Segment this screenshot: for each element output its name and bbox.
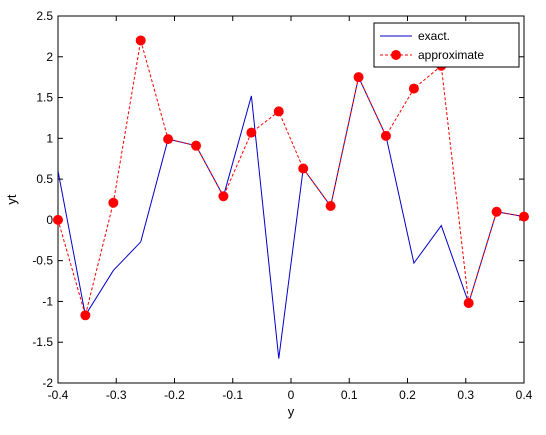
series-line-approximate: [58, 40, 524, 318]
data-point: [218, 191, 229, 202]
y-tick-label: 0: [46, 213, 53, 227]
data-point: [408, 83, 419, 94]
y-tick-label: 1: [46, 131, 53, 145]
data-point: [80, 310, 91, 321]
data-point: [163, 134, 174, 145]
y-axis-label: yt: [4, 194, 19, 205]
legend-marker: [391, 50, 401, 60]
legend-label: approximate: [418, 48, 484, 62]
x-tick-label: -0.1: [222, 388, 243, 402]
y-tick-label: -1: [42, 294, 53, 308]
chart-root: -0.4 -0.3 -0.2 -0.1 0 0.1 0.2 0.3 0.4 -2 -1.5 -1 -0.…: [32, 9, 532, 402]
y-tick-label: 2.5: [36, 9, 53, 23]
legend-box: [373, 22, 520, 68]
x-tick-label: 0.2: [399, 388, 416, 402]
series-1: [58, 40, 524, 318]
series-0: [58, 75, 524, 359]
x-tick-label: -0.3: [106, 388, 127, 402]
y-tick-label: 2: [46, 50, 53, 64]
data-point: [380, 130, 391, 141]
data-point: [519, 211, 529, 222]
y-tick-label: 1.5: [36, 91, 53, 105]
data-point: [491, 206, 502, 217]
legend-label: exact.: [418, 29, 450, 43]
plot-area: [57, 15, 525, 384]
x-tick-label: 0.3: [457, 388, 474, 402]
x-axis-label: y: [288, 404, 295, 419]
x-tick-label: -0.2: [164, 388, 185, 402]
series-line-exact: [58, 75, 524, 359]
data-point: [53, 214, 63, 225]
x-tick-label: 0.4: [516, 388, 533, 402]
y-tick-label: -1.5: [32, 335, 53, 349]
data-point: [463, 298, 474, 309]
x-tick-label: 0.1: [341, 388, 358, 402]
data-point: [273, 106, 284, 117]
data-point: [191, 140, 202, 151]
data-point: [298, 163, 309, 174]
y-tick-label: 0.5: [36, 172, 53, 186]
x-tick-label: -0.4: [48, 388, 69, 402]
x-tick-label: 0: [288, 388, 295, 402]
data-point: [353, 72, 364, 83]
data-point: [108, 197, 119, 208]
data-point: [246, 127, 257, 138]
data-point: [325, 201, 336, 212]
y-tick-label: -2: [42, 376, 53, 390]
legend: exact. approximate: [373, 22, 520, 68]
y-tick-label: -0.5: [32, 254, 53, 268]
data-point: [135, 35, 146, 46]
